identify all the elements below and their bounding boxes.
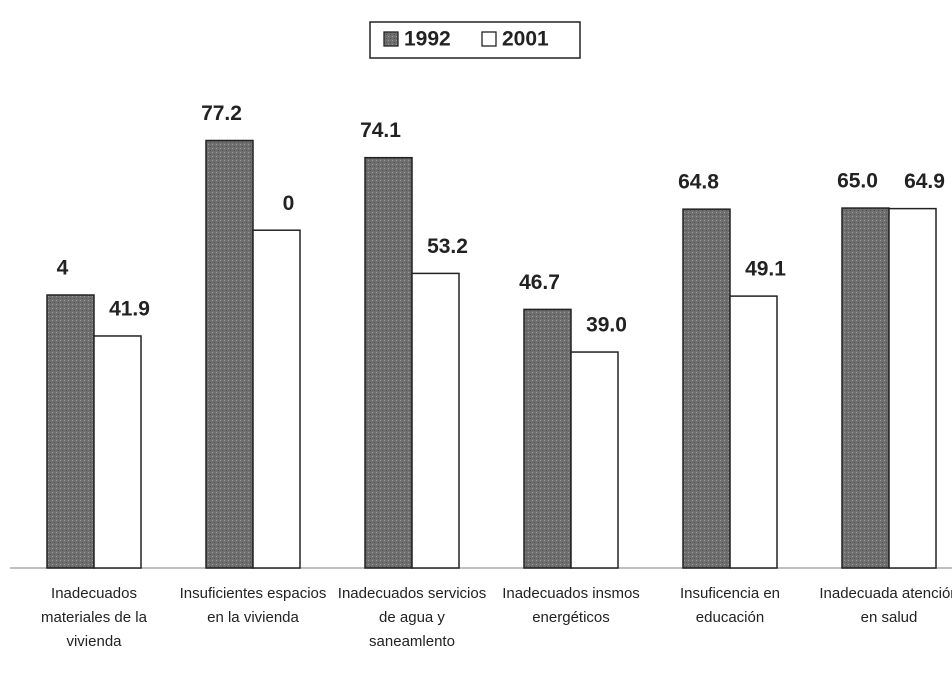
legend-label: 2001 (502, 28, 549, 51)
value-label: 39.0 (586, 314, 627, 337)
bar (523, 308, 572, 569)
bar (729, 295, 778, 569)
legend-swatch (481, 31, 497, 47)
category-label: Insuficientes espacios en la vivienda (179, 585, 327, 626)
value-label: 77.2 (201, 102, 242, 125)
bar (888, 207, 937, 569)
category-label: Inadecuados insmos energéticos (502, 585, 640, 626)
bar (841, 207, 890, 569)
value-label: 4 (57, 257, 69, 280)
value-label: 64.9 (904, 170, 945, 193)
bar (411, 272, 460, 569)
bar (46, 294, 95, 569)
value-label: 64.8 (678, 171, 719, 194)
value-label: 41.9 (109, 298, 150, 321)
value-label: 0 (283, 192, 295, 215)
value-label: 46.7 (519, 271, 560, 294)
bar (93, 335, 142, 569)
bar (682, 208, 731, 569)
legend-swatch (383, 31, 399, 47)
bar (364, 156, 413, 569)
category-label: Inadecuados servicios de agua y saneamle… (337, 585, 487, 650)
bar (252, 229, 301, 569)
category-label: Insuficencia en educación (679, 585, 781, 626)
legend-label: 1992 (404, 28, 451, 51)
value-label: 65.0 (837, 170, 878, 193)
bar (205, 139, 254, 569)
category-label: Inadecuados materiales de la vivienda (41, 585, 147, 650)
legend-box (369, 21, 581, 59)
value-label: 53.2 (427, 235, 468, 258)
bar (570, 351, 619, 569)
value-label: 49.1 (745, 258, 786, 281)
value-label: 74.1 (360, 119, 401, 142)
category-label: Inadecuada atención en salud (819, 585, 952, 626)
